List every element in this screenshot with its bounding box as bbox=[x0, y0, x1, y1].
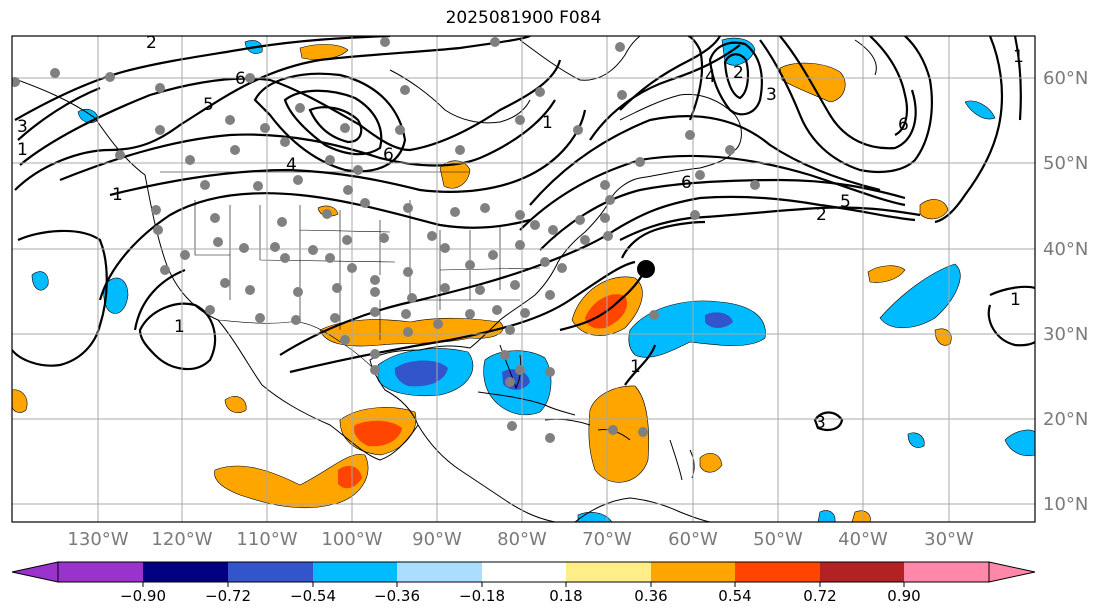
colorbar-bin bbox=[143, 562, 228, 582]
svg-text:1: 1 bbox=[174, 317, 185, 337]
lon-label: 40°W bbox=[838, 529, 888, 550]
svg-text:6: 6 bbox=[898, 115, 909, 135]
colorbar-bin bbox=[651, 562, 735, 582]
colorbar-extend-low bbox=[11, 561, 59, 583]
svg-text:1: 1 bbox=[112, 185, 123, 205]
lat-label: 40°N bbox=[1043, 239, 1088, 260]
lat-label: 20°N bbox=[1043, 409, 1088, 430]
svg-text:3: 3 bbox=[17, 117, 28, 137]
svg-text:3: 3 bbox=[766, 85, 777, 105]
svg-text:4: 4 bbox=[705, 67, 716, 87]
colorbar-bin bbox=[228, 562, 313, 582]
svg-text:2: 2 bbox=[816, 205, 827, 225]
svg-text:1: 1 bbox=[17, 140, 28, 160]
longitude-axis: 130°W 120°W 110°W 100°W 90°W 80°W 70°W 6… bbox=[67, 529, 974, 550]
colorbar-tick: −0.36 bbox=[374, 587, 420, 605]
colorbar-tick: 0.90 bbox=[887, 587, 920, 605]
colorbar-tick: 0.18 bbox=[549, 587, 582, 605]
lon-label: 130°W bbox=[67, 529, 128, 550]
colorbar-bin bbox=[58, 562, 143, 582]
contour-lines bbox=[12, 36, 1035, 431]
svg-text:6: 6 bbox=[681, 173, 692, 193]
lon-label: 90°W bbox=[412, 529, 462, 550]
colorbar-tick: −0.72 bbox=[205, 587, 251, 605]
colorbar-bin bbox=[735, 562, 820, 582]
lon-label: 70°W bbox=[582, 529, 632, 550]
colorbar-bin bbox=[482, 562, 566, 582]
storm-center-marker bbox=[637, 260, 655, 278]
station-markers bbox=[12, 37, 760, 443]
svg-text:5: 5 bbox=[840, 192, 851, 212]
svg-text:5: 5 bbox=[203, 95, 214, 115]
svg-text:6: 6 bbox=[235, 69, 246, 89]
svg-text:3: 3 bbox=[815, 413, 826, 433]
lon-label: 120°W bbox=[151, 529, 212, 550]
colorbar-tick: −0.90 bbox=[120, 587, 166, 605]
colorbar-bin bbox=[904, 562, 989, 582]
lon-label: 60°W bbox=[668, 529, 718, 550]
colorbar-bin bbox=[313, 562, 397, 582]
colorbar-tick: 0.54 bbox=[718, 587, 751, 605]
lon-label: 30°W bbox=[924, 529, 974, 550]
colorbar-extend-high bbox=[988, 561, 1036, 583]
lon-label: 110°W bbox=[236, 529, 297, 550]
colorbar-tick: 0.72 bbox=[803, 587, 836, 605]
svg-text:2: 2 bbox=[146, 33, 157, 53]
latitude-axis: 60°N 50°N 40°N 30°N 20°N 10°N bbox=[1043, 68, 1088, 515]
lat-label: 60°N bbox=[1043, 68, 1088, 89]
colorbar-tick: 0.36 bbox=[634, 587, 667, 605]
colorbar-bin bbox=[397, 562, 482, 582]
anomaly-shading bbox=[12, 37, 1035, 522]
svg-text:1: 1 bbox=[630, 357, 641, 377]
colorbar-tick: −0.54 bbox=[290, 587, 336, 605]
contour-labels: 2 6 5 4 6 3 1 1 1 1 6 4 2 3 2 5 6 1 1 3 … bbox=[17, 33, 1024, 433]
svg-text:1: 1 bbox=[1010, 290, 1021, 310]
map-frame bbox=[11, 35, 1036, 523]
svg-text:4: 4 bbox=[286, 155, 297, 175]
graticule bbox=[12, 36, 1035, 522]
lon-label: 100°W bbox=[321, 529, 382, 550]
lat-label: 50°N bbox=[1043, 153, 1088, 174]
svg-text:6: 6 bbox=[383, 145, 394, 165]
colorbar-bin bbox=[820, 562, 904, 582]
colorbar-bin bbox=[566, 562, 651, 582]
svg-text:1: 1 bbox=[1013, 47, 1024, 67]
svg-text:1: 1 bbox=[542, 113, 553, 133]
lat-label: 10°N bbox=[1043, 494, 1088, 515]
colorbar-tick: −0.18 bbox=[459, 587, 505, 605]
map-title: 2025081900 F084 bbox=[445, 8, 602, 28]
lon-label: 80°W bbox=[497, 529, 547, 550]
lon-label: 50°W bbox=[753, 529, 803, 550]
svg-text:2: 2 bbox=[733, 63, 744, 83]
colorbar: −0.90 −0.72 −0.54 −0.36 −0.18 0.18 0.36 … bbox=[11, 561, 1036, 605]
lat-label: 30°N bbox=[1043, 324, 1088, 345]
